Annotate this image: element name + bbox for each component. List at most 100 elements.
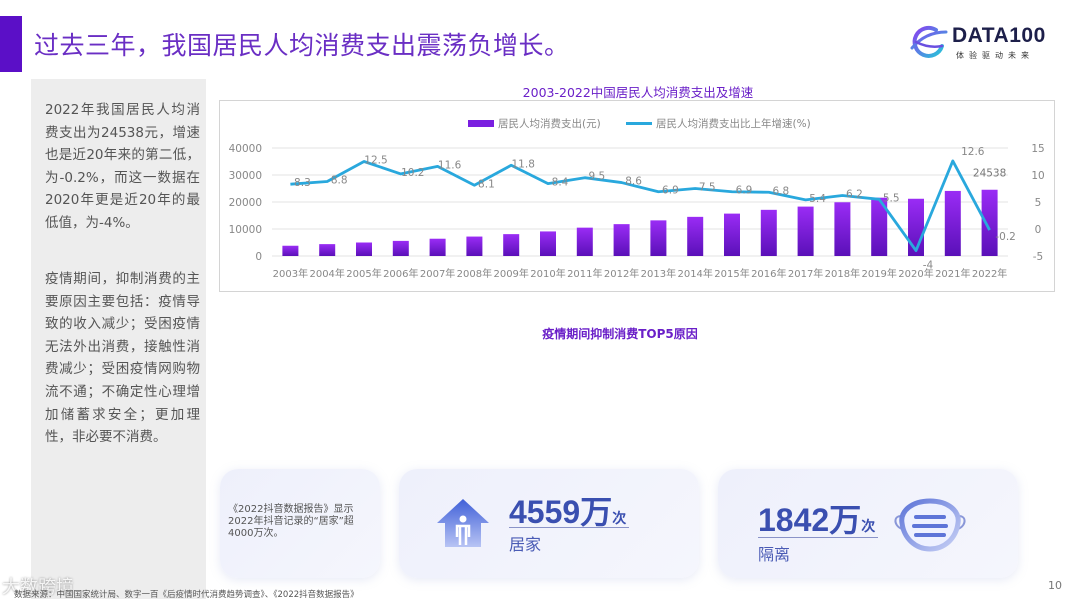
x-axis-label: 2019年 [861,267,896,280]
growth-data-label: -0.2 [995,231,1016,243]
page-title: 过去三年，我国居民人均消费支出震荡负增长。 [34,31,570,60]
x-axis-label: 2020年 [898,267,933,280]
x-axis-label: 2022年 [972,267,1007,280]
right-axis-tick: 0 [1035,224,1042,236]
expenditure-bar [981,189,998,256]
summary-paragraph-2: 疫情期间，抑制消费的主要原因主要包括：疫情导致的收入减少；受困疫情无法外出消费，… [45,271,200,446]
growth-data-label: 7.5 [699,182,716,194]
expenditure-bar [576,227,593,256]
note-card: 《2022抖音数据报告》显示2022年抖音记录的“居家”超4000万次。 [220,469,380,578]
isolation-label: 隔离 [758,545,791,564]
left-axis-tick: 20000 [229,197,262,209]
expenditure-bar [319,244,336,256]
watermark: 大数跨境 [2,577,74,598]
expenditure-bar [503,234,520,256]
growth-data-label: 8.8 [331,174,348,186]
x-axis-label: 2015年 [714,267,749,280]
isolation-divider [758,537,878,538]
x-axis-label: 2013年 [641,267,676,280]
x-axis-label: 2017年 [788,267,823,280]
growth-data-label: 6.9 [662,185,679,197]
right-axis-tick: 5 [1035,197,1042,209]
expenditure-bar [429,238,446,256]
x-axis-label: 2014年 [677,267,712,280]
x-axis-label: 2007年 [420,267,455,280]
expenditure-bar [944,190,961,256]
home-count-unit: 次 [612,510,627,526]
growth-data-label: 10.2 [401,167,424,179]
x-axis-label: 2011年 [567,267,602,280]
left-axis-tick: 0 [255,251,262,263]
left-axis-tick: 40000 [229,143,262,155]
expenditure-bar [760,209,777,256]
bar-data-label: 24538 [973,168,1006,180]
globe-logo-icon [910,25,948,58]
right-axis-tick: 10 [1031,170,1044,182]
growth-data-label: 11.6 [438,159,462,171]
expenditure-bar [650,220,667,256]
title-accent-bar [0,16,22,72]
home-label: 居家 [509,535,542,554]
growth-data-label: 6.8 [772,185,789,197]
home-count: 4559万次 [509,487,626,533]
growth-data-label: 12.6 [961,146,985,158]
x-axis-label: 2009年 [493,267,528,280]
page-number: 10 [1048,579,1062,592]
growth-data-label: 8.3 [294,177,311,189]
isolation-stat-card: 1842万次 隔离 [718,469,1018,578]
expenditure-bar [797,206,814,256]
expenditure-bar [392,240,409,256]
isolation-count-unit: 次 [861,518,876,534]
x-axis-label: 2018年 [825,267,860,280]
expenditure-bar [724,213,740,256]
x-axis-label: 2008年 [457,267,492,280]
x-axis-label: 2016年 [751,267,786,280]
growth-rate-line [290,159,991,253]
expenditure-bar [834,202,851,256]
x-axis-label: 2003年 [273,267,308,280]
growth-data-label: -4 [923,260,934,272]
left-axis-tick: 10000 [229,224,262,236]
chart-canvas: 0 10000 20000 30000 40000 -5 0 5 10 15 24538 8.3 8.8… [229,117,1045,280]
expenditure-bar [466,236,483,256]
home-stat-card: 4559万次 居家 [399,469,699,578]
consumption-chart: 0 10000 20000 30000 40000 -5 0 5 10 15 24538 8.3 8.8… [219,100,1055,292]
summary-paragraph-1: 2022年我国居民人均消费支出为24538元，增速也是近20年来的第二低，为-0… [45,102,200,231]
x-axis-label: 2005年 [346,267,381,280]
legend-line-label: 居民人均消费支出比上年增速(%) [656,117,811,130]
x-axis-label: 2004年 [309,267,344,280]
source-note: 数据来源：中国国家统计局、数字一百《后疫情时代消费趋势调查》、《2022抖音数据… [14,590,359,600]
x-axis-label: 2006年 [383,267,418,280]
growth-data-label: 5.5 [883,192,900,204]
note-text: 《2022抖音数据报告》显示2022年抖音记录的“居家”超4000万次。 [228,504,354,539]
growth-data-label: 8.4 [552,177,569,189]
left-axis-tick: 30000 [229,170,262,182]
house-icon [437,499,489,547]
isolation-count-number: 1842万 [758,502,862,538]
home-count-number: 4559万 [509,494,613,530]
x-axis-label: 2010年 [530,267,565,280]
growth-data-label: 12.5 [364,155,387,167]
growth-data-label: 9.5 [588,171,605,183]
expenditure-bar [540,231,556,256]
expenditure-bar [871,197,888,256]
growth-data-label: 6.9 [736,185,753,197]
data100-logo: DATA100 体验驱动未来 [906,18,1066,68]
right-axis-tick: -5 [1033,251,1043,263]
growth-data-label: 8.6 [625,176,642,188]
expenditure-bar [282,245,299,256]
legend-bar-swatch [468,120,494,127]
growth-data-label: 5.4 [809,193,826,205]
face-mask-icon [894,498,966,552]
growth-data-label: 6.2 [846,189,863,201]
x-axis-label: 2012年 [604,267,639,280]
expenditure-bar [687,216,704,256]
home-divider [509,527,629,528]
logo-tagline: 体验驱动未来 [956,51,1034,60]
summary-panel: 2022年我国居民人均消费支出为24538元，增速也是近20年来的第二低，为-0… [31,79,206,599]
right-axis-tick: 15 [1031,143,1044,155]
isolation-count: 1842万次 [758,495,875,541]
growth-data-label: 8.1 [478,178,495,190]
expenditure-bar [356,242,372,256]
logo-wordmark: DATA100 [952,24,1046,47]
